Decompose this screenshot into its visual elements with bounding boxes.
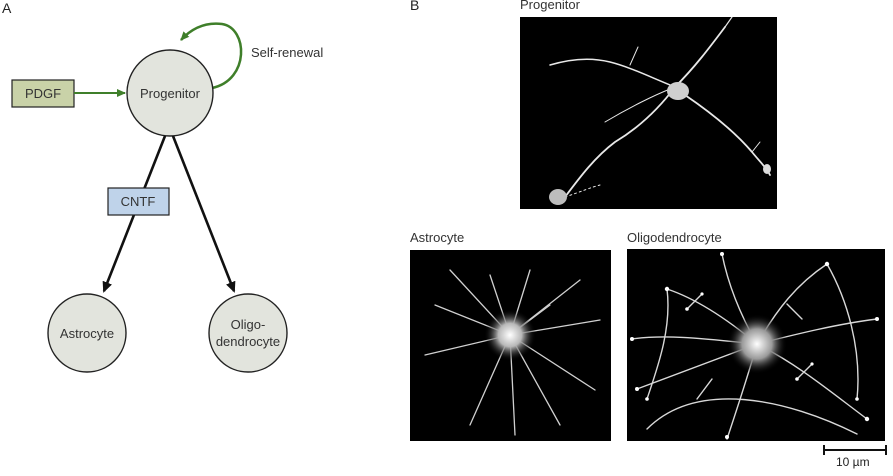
pdgf-label: PDGF — [25, 86, 61, 101]
scale-bar — [824, 449, 886, 451]
panel-label-a: A — [2, 0, 12, 16]
lineage-diagram: Self-renewal PDGF Progenitor CNTF Astroc… — [11, 22, 323, 373]
progenitor-micrograph-image — [549, 17, 771, 205]
scale-bar-label: 10 µm — [836, 455, 870, 469]
oligodendrocyte-arrow — [171, 135, 236, 293]
self-renewal-arrow — [180, 22, 243, 90]
oligodendrocyte-micrograph-title: Oligodendrocyte — [627, 230, 722, 245]
self-renewal-label: Self-renewal — [251, 45, 323, 60]
oligodendrocyte-node — [208, 293, 288, 373]
panel-label-b: B — [410, 0, 420, 13]
astrocyte-micrograph-title: Astrocyte — [410, 230, 465, 245]
progenitor-node-label: Progenitor — [140, 86, 201, 101]
oligodendrocyte-node-label-line2: dendrocyte — [216, 334, 280, 349]
progenitor-micrograph-title: Progenitor — [520, 0, 580, 12]
astrocyte-node — [47, 293, 127, 373]
astrocyte-micrograph — [410, 250, 611, 441]
cntf-box — [107, 187, 170, 216]
astrocyte-node-label: Astrocyte — [60, 326, 114, 341]
progenitor-node — [126, 49, 214, 137]
astrocyte-micrograph-image — [424, 269, 601, 436]
scale-bar-tick-right — [885, 445, 887, 455]
cntf-label: CNTF — [121, 194, 156, 209]
oligodendrocyte-micrograph — [627, 249, 885, 441]
oligodendrocyte-node-label-line1: Oligo- — [231, 317, 266, 332]
oligodendrocyte-micrograph-image — [630, 252, 879, 440]
progenitor-micrograph — [520, 17, 777, 209]
pdgf-box — [11, 79, 75, 108]
